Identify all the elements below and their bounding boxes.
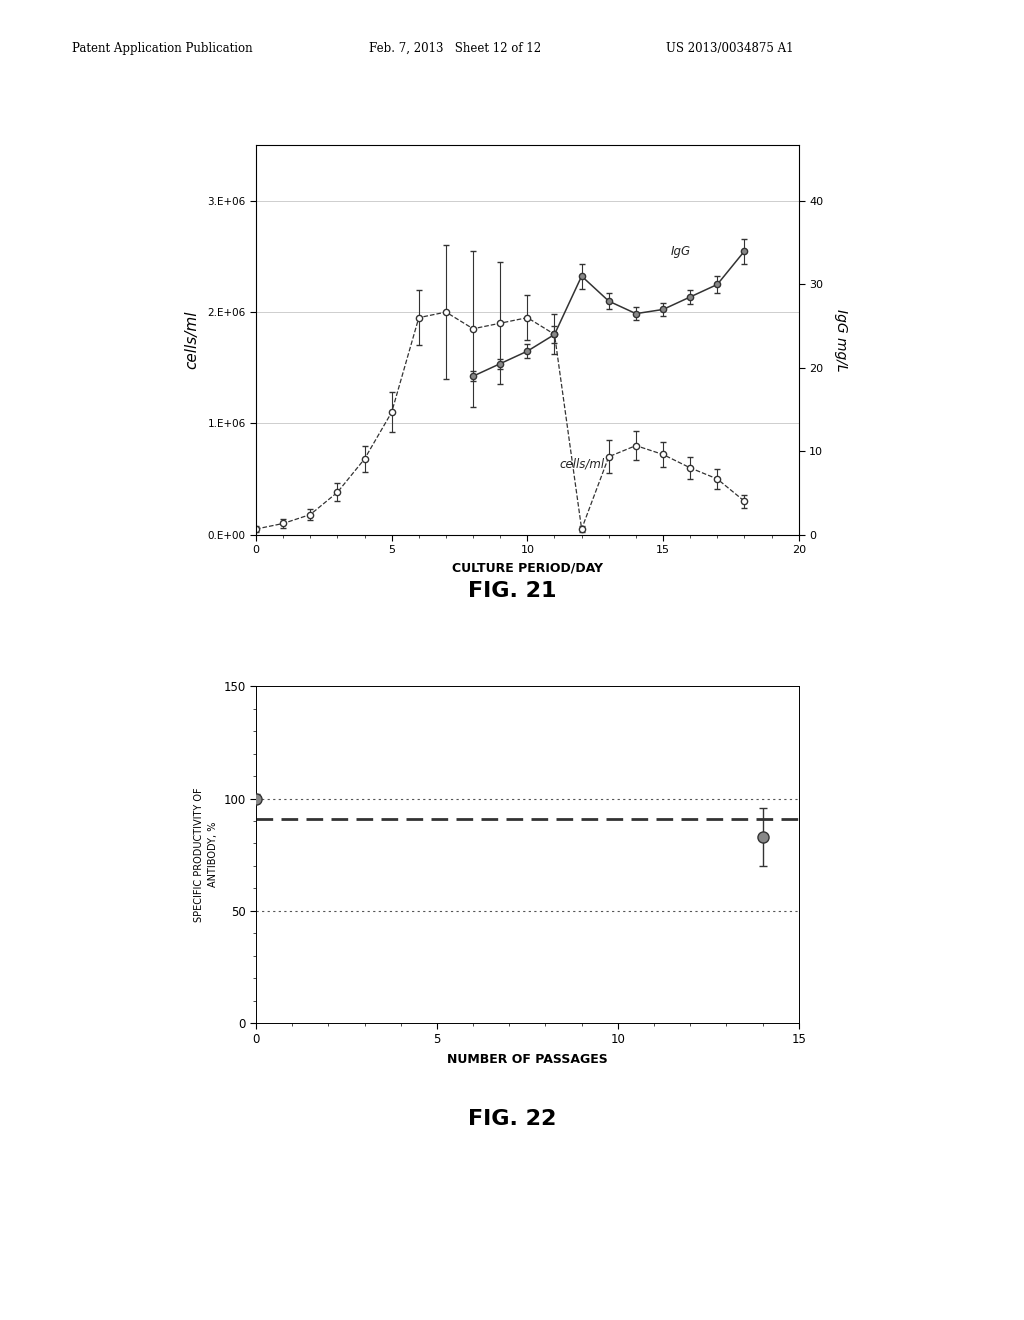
Y-axis label: SPECIFIC PRODUCTIVITY OF
ANTIBODY, %: SPECIFIC PRODUCTIVITY OF ANTIBODY, % <box>194 788 218 921</box>
X-axis label: CULTURE PERIOD/DAY: CULTURE PERIOD/DAY <box>452 562 603 576</box>
Text: FIG. 21: FIG. 21 <box>468 581 556 601</box>
Y-axis label: IgG mg/L: IgG mg/L <box>835 309 848 371</box>
Text: FIG. 22: FIG. 22 <box>468 1109 556 1129</box>
Y-axis label: cells/ml: cells/ml <box>184 310 199 370</box>
Text: cells/ml: cells/ml <box>560 458 605 471</box>
Text: Feb. 7, 2013   Sheet 12 of 12: Feb. 7, 2013 Sheet 12 of 12 <box>369 42 541 55</box>
X-axis label: NUMBER OF PASSAGES: NUMBER OF PASSAGES <box>447 1053 607 1067</box>
Text: IgG: IgG <box>671 246 691 259</box>
Text: US 2013/0034875 A1: US 2013/0034875 A1 <box>666 42 794 55</box>
Text: Patent Application Publication: Patent Application Publication <box>72 42 252 55</box>
